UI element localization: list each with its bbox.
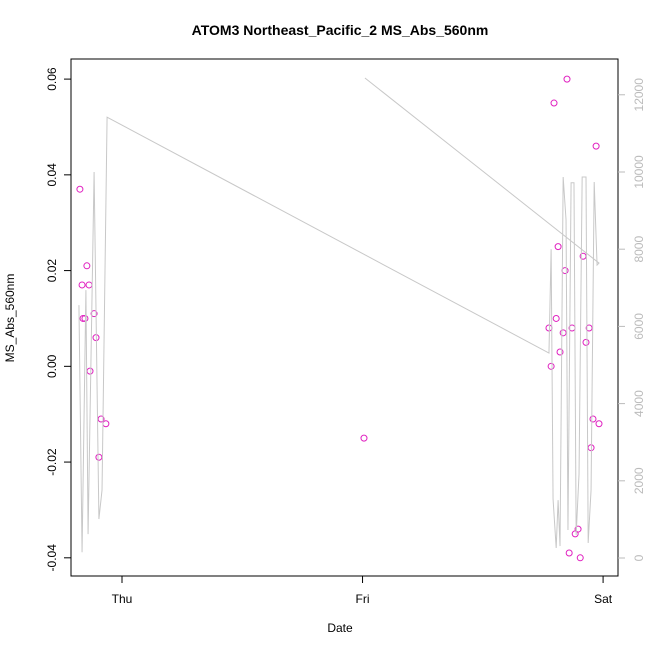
point (574, 525, 582, 533)
y-tick-label: 0.04 (45, 163, 59, 187)
y-tick-label: -0.02 (45, 448, 59, 476)
point (95, 453, 103, 461)
y-tick-label: -0.04 (45, 544, 59, 572)
x-axis-label: Date (327, 621, 353, 635)
point (90, 310, 98, 318)
point (556, 348, 564, 356)
point (595, 420, 603, 428)
plot-box (70, 58, 619, 577)
point (582, 338, 590, 346)
y-tick-label: 0.00 (45, 354, 59, 378)
point (592, 142, 600, 150)
point (561, 267, 569, 275)
y-tick-label: 0.02 (45, 259, 59, 283)
chart-title: ATOM3 Northeast_Pacific_2 MS_Abs_560nm (192, 22, 489, 38)
point (78, 281, 86, 289)
point (585, 324, 593, 332)
y-axis-label: MS_Abs_560nm (3, 274, 17, 363)
y2-tick-label: 12000 (632, 78, 646, 112)
point (97, 415, 105, 423)
point (81, 314, 89, 322)
y2-tick-label: 8000 (632, 236, 646, 263)
point (563, 75, 571, 83)
point (554, 243, 562, 251)
y2-tick-label: 2000 (632, 467, 646, 494)
point (76, 185, 84, 193)
point (85, 281, 93, 289)
altitude-line (78, 77, 600, 553)
y2-tick-label: 6000 (632, 313, 646, 340)
y2-tick-label: 10000 (632, 155, 646, 189)
point (550, 99, 558, 107)
point (360, 434, 368, 442)
x-tick-label: Thu (112, 592, 133, 606)
point (589, 415, 597, 423)
y2-tick-label: 4000 (632, 390, 646, 417)
point (565, 549, 573, 557)
point (547, 362, 555, 370)
point (86, 367, 94, 375)
point (559, 329, 567, 337)
point (576, 554, 584, 562)
y2-tick-label: 0 (632, 554, 646, 561)
y-tick-label: 0.06 (45, 67, 59, 91)
x-tick-label: Sat (594, 592, 613, 606)
point (552, 314, 560, 322)
x-tick-label: Fri (356, 592, 370, 606)
point (83, 262, 91, 270)
point (102, 420, 110, 428)
